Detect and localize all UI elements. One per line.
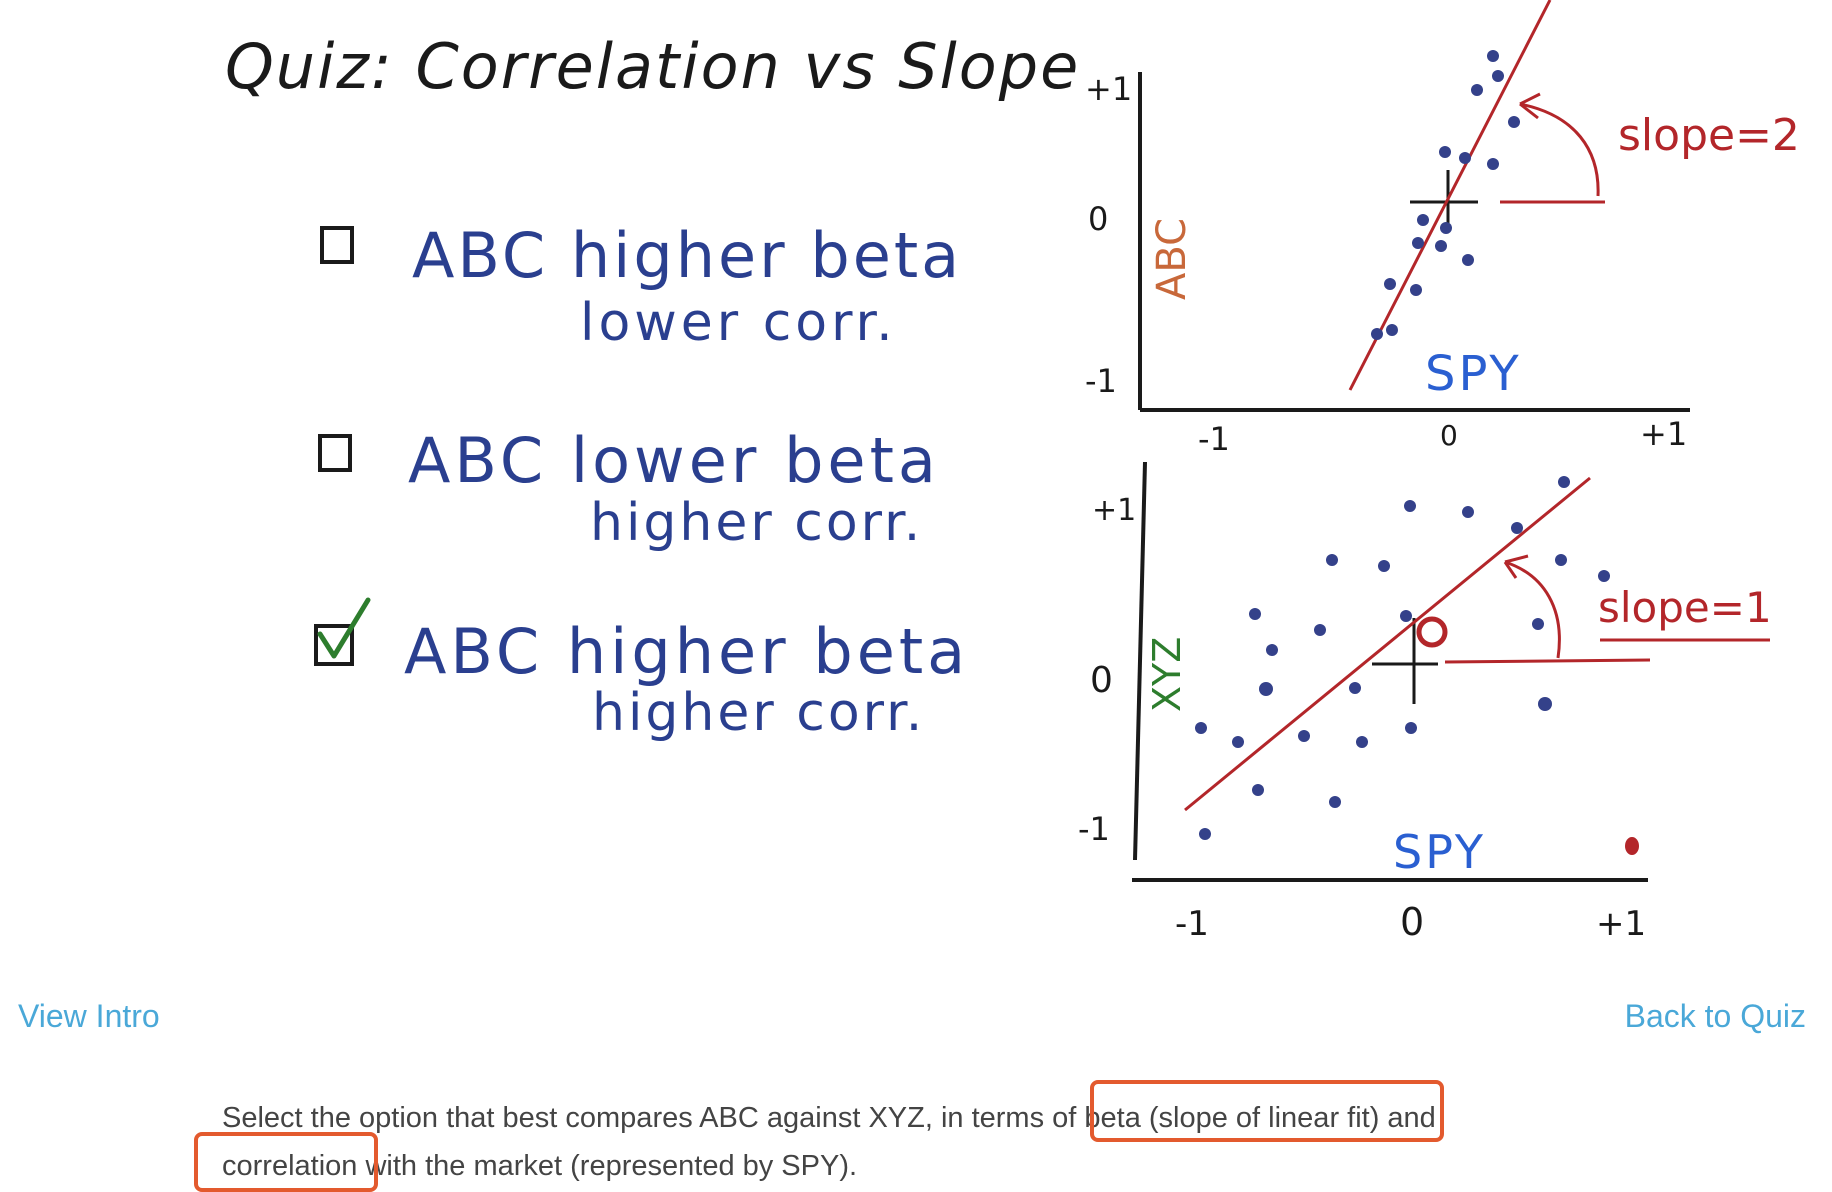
bottom-dot (1462, 506, 1474, 518)
bottom-dot (1232, 736, 1244, 748)
top-dot (1471, 84, 1483, 96)
checkmark-icon (317, 597, 371, 659)
top-plot-angle-arc (1519, 102, 1600, 197)
top-dot (1508, 116, 1520, 128)
bottom-plot-xlabel: SPY (1393, 825, 1486, 879)
bottom-plot-origin-marker (1416, 616, 1448, 648)
quiz-instructions: Select the option that best compares ABC… (222, 1094, 1542, 1190)
bottom-dot (1199, 828, 1211, 840)
top-dot (1386, 324, 1398, 336)
bottom-dot (1511, 522, 1523, 534)
bottom-plot: +1 0 -1 -1 0 +1 XYZ SPY slope=1 (1078, 461, 1772, 944)
bottom-dot (1314, 624, 1326, 636)
top-dot (1439, 146, 1451, 158)
top-y-tick-minus1: -1 (1085, 362, 1117, 400)
top-plot-dots (1371, 50, 1520, 340)
bottom-dot (1404, 500, 1416, 512)
top-plot-ylabel: ABC (1149, 218, 1195, 300)
option-2-checkbox[interactable] (318, 434, 352, 472)
bottom-x-tick-plus1: +1 (1596, 904, 1646, 944)
option-1-checkbox[interactable] (320, 226, 354, 264)
bottom-plot-angle-base (1444, 658, 1651, 664)
bottom-dot (1329, 796, 1341, 808)
view-intro-link[interactable]: View Intro (18, 998, 160, 1034)
bottom-dot (1249, 608, 1261, 620)
bottom-dot (1326, 554, 1338, 566)
bottom-dot (1195, 722, 1207, 734)
option-1-line1: ABC higher beta (412, 219, 962, 292)
top-dot (1459, 152, 1471, 164)
option-2[interactable]: ABC lower beta higher corr. (318, 424, 940, 553)
bottom-dot (1558, 476, 1570, 488)
quiz-title: Quiz: Correlation vs Slope (225, 30, 1080, 103)
top-dot (1487, 50, 1499, 62)
option-3[interactable]: ABC higher beta higher corr. (314, 597, 969, 743)
top-plot: +1 0 -1 -1 0 +1 ABC SPY slope=2 (1085, 0, 1800, 458)
top-dot (1492, 70, 1504, 82)
top-dot (1440, 222, 1452, 234)
bottom-dot (1378, 560, 1390, 572)
bottom-dot (1598, 570, 1610, 582)
bottom-dot (1298, 730, 1310, 742)
bottom-x-tick-minus1: -1 (1175, 904, 1209, 944)
option-3-checkbox[interactable] (314, 624, 354, 666)
top-dot (1487, 158, 1499, 170)
top-dot (1412, 237, 1424, 249)
bottom-plot-red-dot (1625, 837, 1639, 855)
bottom-dot (1405, 722, 1417, 734)
top-dot (1410, 284, 1422, 296)
instructions-line2: correlation with the market (represented… (222, 1150, 858, 1182)
bottom-y-tick-0: 0 (1090, 660, 1113, 701)
top-x-tick-plus1: +1 (1640, 415, 1687, 453)
option-3-line2: higher corr. (592, 683, 925, 743)
bottom-x-tick-0: 0 (1400, 900, 1424, 944)
top-x-tick-minus1: -1 (1198, 420, 1230, 458)
top-plot-slope-label: slope=2 (1618, 110, 1800, 161)
option-2-line2: higher corr. (590, 493, 923, 553)
top-dot (1371, 328, 1383, 340)
bottom-dot (1555, 554, 1567, 566)
bottom-dot (1532, 618, 1544, 630)
top-dot (1384, 278, 1396, 290)
bottom-plot-dots (1195, 476, 1610, 840)
bottom-dot (1252, 784, 1264, 796)
top-dot (1462, 254, 1474, 266)
option-3-line1: ABC higher beta (404, 615, 969, 688)
bottom-y-tick-plus1: +1 (1092, 493, 1136, 528)
bottom-dot (1538, 697, 1552, 711)
top-y-tick-0: 0 (1088, 200, 1108, 238)
bottom-dot (1259, 682, 1273, 696)
bottom-plot-slope-label: slope=1 (1598, 583, 1772, 632)
top-plot-xlabel: SPY (1425, 346, 1522, 402)
bottom-plot-fit-line (1184, 476, 1591, 812)
bottom-dot (1400, 610, 1412, 622)
bottom-dot (1356, 736, 1368, 748)
bottom-dot (1266, 644, 1278, 656)
bottom-plot-angle-arc (1504, 560, 1561, 659)
bottom-dot (1349, 682, 1361, 694)
option-2-line1: ABC lower beta (408, 424, 940, 497)
option-1-line2: lower corr. (580, 293, 897, 353)
top-y-tick-plus1: +1 (1085, 70, 1132, 108)
bottom-plot-angle-arrowhead (1503, 554, 1529, 579)
top-dot (1417, 214, 1429, 226)
top-plot-angle-arrowhead (1519, 92, 1541, 120)
bottom-plot-ylabel: XYZ (1145, 637, 1189, 712)
top-x-tick-0: 0 (1440, 419, 1458, 452)
option-1[interactable]: ABC higher beta lower corr. (320, 219, 962, 353)
bottom-plot-y-axis (1133, 461, 1147, 861)
top-dot (1435, 240, 1447, 252)
bottom-y-tick-minus1: -1 (1078, 810, 1110, 848)
back-to-quiz-link[interactable]: Back to Quiz (1624, 998, 1806, 1034)
instructions-line1: Select the option that best compares ABC… (222, 1102, 1436, 1134)
top-plot-fit-line (1348, 0, 1552, 391)
